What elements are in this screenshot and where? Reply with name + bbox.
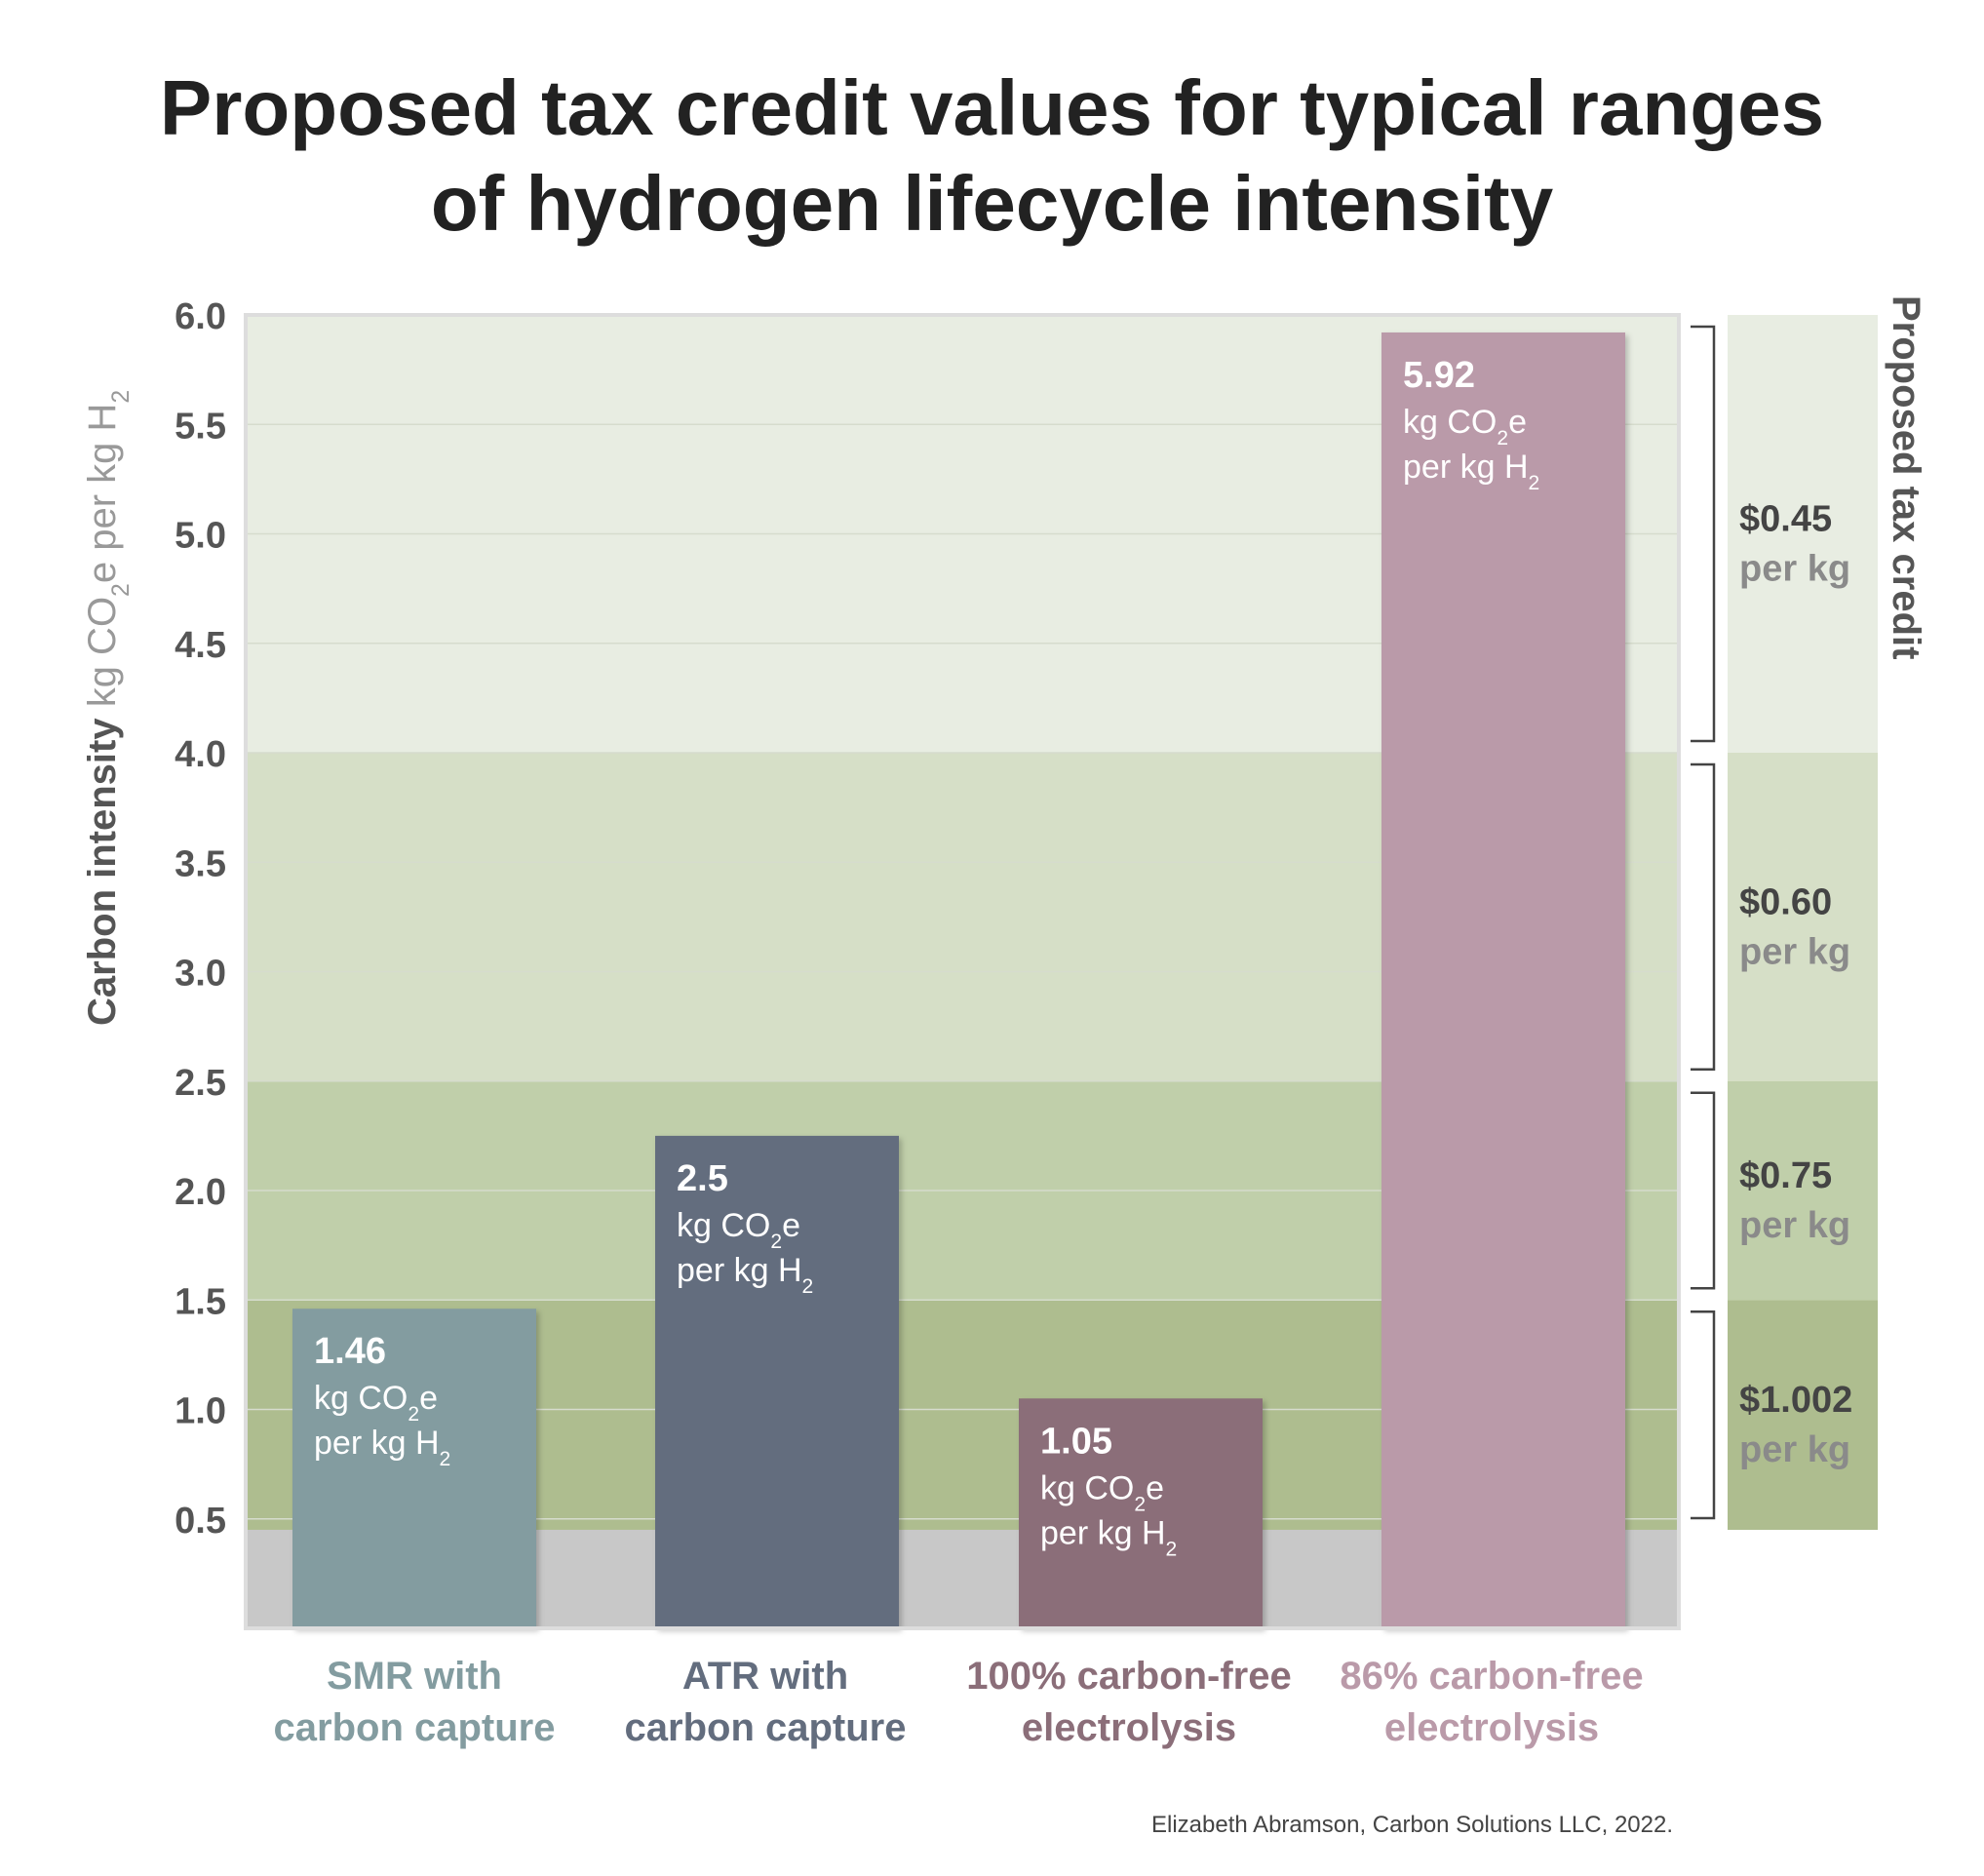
- credit-unit-3: per kg: [1739, 1429, 1850, 1470]
- bar-unit-line2-1: per kg H2: [677, 1252, 813, 1298]
- plot-frame: [244, 313, 1681, 1630]
- bar-3: [1381, 332, 1625, 1629]
- bars: [292, 332, 1625, 1629]
- y-tick-label-4: 2.5: [175, 1063, 226, 1104]
- category-label-2-line-0: 100% carbon-free: [966, 1655, 1291, 1698]
- credit-unit-2: per kg: [1739, 1205, 1850, 1246]
- bar-unit-line1-3: kg CO2e: [1403, 404, 1527, 449]
- y-tick-label-8: 4.5: [175, 625, 226, 666]
- y-tick-label-10: 5.5: [175, 406, 226, 447]
- credit-value-3: $1.002: [1739, 1380, 1852, 1421]
- bar-value-label-3: 5.92: [1403, 355, 1475, 396]
- chart-title-line-2: of hydrogen lifecycle intensity: [430, 160, 1554, 247]
- category-label-0-line-0: SMR with: [327, 1655, 502, 1698]
- y-tick-label-3: 2.0: [175, 1172, 226, 1213]
- y-axis-label: Carbon intensity kg CO2e per kg H2: [81, 390, 135, 1026]
- y-axis-ticks: 0.5 1.0 1.5 2.0 2.5 3.0 3.5 4.0 4.5 5.0 5.5 6.0: [175, 296, 226, 1542]
- category-label-0-line-1: carbon capture: [274, 1706, 556, 1749]
- chart-title: Proposed tax credit values for typical r…: [0, 60, 1984, 252]
- y-tick-label-2: 1.5: [175, 1281, 226, 1322]
- bar-unit-line1-0: kg CO2e: [314, 1380, 438, 1426]
- bar-unit-line2-0: per kg H2: [314, 1425, 450, 1470]
- credit-value-1: $0.60: [1739, 881, 1832, 922]
- plot-frame-rect: [244, 313, 1681, 1630]
- y-tick-label-9: 5.0: [175, 516, 226, 557]
- credit-bracket-2: [1691, 1091, 1716, 1290]
- y-tick-label-1: 1.0: [175, 1391, 226, 1432]
- category-label-1-line-0: ATR with: [682, 1655, 848, 1698]
- y-tick-label-6: 3.5: [175, 843, 226, 884]
- bar-value-label-2: 1.05: [1040, 1421, 1112, 1462]
- credit-panel: $0.45 per kg $0.60 per kg $0.75 per kg $1.002 p…: [1728, 315, 1878, 1530]
- credit-panel-band-2: [1728, 1080, 1878, 1301]
- credit-value-0: $0.45: [1739, 499, 1832, 540]
- right-axis-label-text: Proposed tax credit: [1885, 295, 1927, 659]
- category-label-3-line-0: 86% carbon-free: [1340, 1655, 1643, 1698]
- y-tick-label-5: 3.0: [175, 954, 226, 995]
- y-axis-label-text: Carbon intensity kg CO2e per kg H2: [81, 390, 135, 1026]
- credit-panel-band-3: [1728, 1300, 1878, 1530]
- x-axis-category-labels: SMR with carbon capture ATR with carbon cap…: [274, 1655, 1644, 1749]
- bar-1: [655, 1135, 899, 1628]
- credit-brackets: [1691, 325, 1716, 1520]
- category-label-1-line-1: carbon capture: [625, 1706, 907, 1749]
- credit-panel-band-1: [1728, 753, 1878, 1081]
- category-label-2-line-1: electrolysis: [1022, 1706, 1236, 1749]
- credit-bracket-3: [1691, 1310, 1716, 1520]
- y-axis-label-main: Carbon intensity: [81, 707, 124, 1026]
- credit-bracket-1: [1691, 762, 1716, 1071]
- category-label-3-line-1: electrolysis: [1384, 1706, 1599, 1749]
- bar-2: [1019, 1398, 1263, 1628]
- bar-unit-line1-1: kg CO2e: [677, 1207, 800, 1253]
- credit-bracket-0: [1691, 325, 1716, 743]
- credit-value-2: $0.75: [1739, 1155, 1832, 1196]
- chart-title-line-1: Proposed tax credit values for typical r…: [159, 64, 1825, 151]
- y-tick-label-7: 4.0: [175, 734, 226, 775]
- y-tick-label-11: 6.0: [175, 296, 226, 337]
- bar-0: [292, 1309, 536, 1628]
- source-credit: Elizabeth Abramson, Carbon Solutions LLC…: [1151, 1812, 1673, 1838]
- bar-value-label-1: 2.5: [677, 1158, 728, 1199]
- credit-unit-0: per kg: [1739, 549, 1850, 590]
- right-axis-label: Proposed tax credit: [1885, 295, 1927, 659]
- bar-value-label-0: 1.46: [314, 1331, 386, 1372]
- bar-unit-line2-3: per kg H2: [1403, 449, 1539, 494]
- y-tick-label-0: 0.5: [175, 1501, 226, 1542]
- credit-unit-1: per kg: [1739, 931, 1850, 972]
- credit-panel-band-0: [1728, 315, 1878, 753]
- bar-unit-line2-2: per kg H2: [1040, 1514, 1177, 1560]
- bar-unit-line1-2: kg CO2e: [1040, 1469, 1164, 1515]
